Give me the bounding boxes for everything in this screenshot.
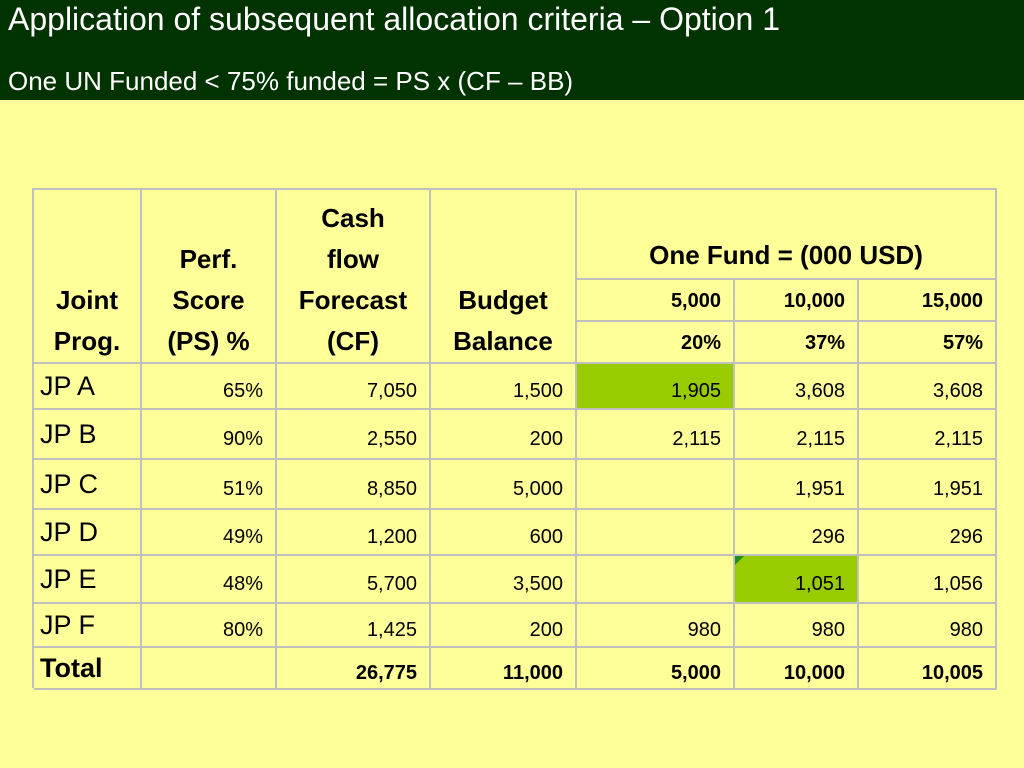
- row-name: JP F: [34, 604, 142, 648]
- total-cf: 26,775: [277, 648, 431, 690]
- total-label: Total: [34, 648, 142, 690]
- row-cf: 1,200: [277, 510, 431, 556]
- one-fund-label: One Fund = (000 USD): [649, 240, 923, 270]
- row-ps: 65%: [142, 364, 277, 410]
- row-bb: 200: [431, 604, 577, 648]
- fund-percent-3: 57%: [859, 322, 997, 364]
- row-cf: 5,700: [277, 556, 431, 604]
- fund-amount-1: 5,000: [577, 280, 735, 322]
- perf-score-header: Perf. Score (PS) %: [142, 190, 277, 364]
- row-name: JP B: [34, 410, 142, 460]
- joint-header-line: Joint: [55, 285, 119, 315]
- row-name: JP E: [34, 556, 142, 604]
- budget-header-line: Budget: [458, 285, 548, 315]
- prog-header-line: Prog.: [53, 326, 121, 356]
- balance-header-line: Balance: [453, 326, 553, 356]
- row-fund-2: 2,115: [735, 410, 859, 460]
- cf-header-line: (CF): [327, 326, 379, 356]
- row-ps: 48%: [142, 556, 277, 604]
- row-cf: 8,850: [277, 460, 431, 510]
- cash-flow-forecast-header: Cash flow Forecast (CF): [277, 190, 431, 364]
- row-fund-3: 296: [859, 510, 997, 556]
- row-fund-1: [577, 556, 735, 604]
- row-ps: 49%: [142, 510, 277, 556]
- allocation-table: Joint Prog. Perf. Score (PS) % Cash flow…: [32, 188, 997, 690]
- row-name: JP D: [34, 510, 142, 556]
- row-cf: 2,550: [277, 410, 431, 460]
- comment-indicator-icon: [735, 556, 744, 565]
- flow-header-line: flow: [327, 244, 379, 274]
- row-cf: 1,425: [277, 604, 431, 648]
- row-cf: 7,050: [277, 364, 431, 410]
- joint-prog-header: Joint Prog.: [34, 190, 142, 364]
- row-ps: 51%: [142, 460, 277, 510]
- slide-header: Application of subsequent allocation cri…: [0, 0, 1024, 100]
- row-ps: 90%: [142, 410, 277, 460]
- row-bb: 200: [431, 410, 577, 460]
- perf-header-line: Perf.: [179, 244, 238, 274]
- row-fund-1: 980: [577, 604, 735, 648]
- fund-amount-2: 10,000: [735, 280, 859, 322]
- row-bb: 3,500: [431, 556, 577, 604]
- row-fund-2: 3,608: [735, 364, 859, 410]
- fund-amount-3: 15,000: [859, 280, 997, 322]
- fund-percent-1: 20%: [577, 322, 735, 364]
- row-ps: 80%: [142, 604, 277, 648]
- total-fund-2: 10,000: [735, 648, 859, 690]
- row-fund-2-highlighted: 1,051: [735, 556, 859, 604]
- total-fund-1: 5,000: [577, 648, 735, 690]
- row-fund-1: 1,905: [577, 364, 735, 410]
- cash-header-line: Cash: [321, 203, 385, 233]
- row-fund-2: 1,051: [794, 572, 845, 595]
- row-fund-3: 3,608: [859, 364, 997, 410]
- row-fund-3: 2,115: [859, 410, 997, 460]
- row-fund-1: 2,115: [577, 410, 735, 460]
- row-name: JP C: [34, 460, 142, 510]
- forecast-header-line: Forecast: [298, 285, 408, 315]
- total-fund-3: 10,005: [859, 648, 997, 690]
- row-fund-3: 1,056: [859, 556, 997, 604]
- score-header-line: Score: [172, 285, 245, 315]
- row-bb: 5,000: [431, 460, 577, 510]
- total-ps: [142, 648, 277, 690]
- row-fund-3: 980: [859, 604, 997, 648]
- row-name: JP A: [34, 364, 142, 410]
- row-fund-1: [577, 460, 735, 510]
- row-bb: 1,500: [431, 364, 577, 410]
- row-bb: 600: [431, 510, 577, 556]
- budget-balance-header: Budget Balance: [431, 190, 577, 364]
- ps-header-line: (PS) %: [167, 326, 250, 356]
- row-fund-1: [577, 510, 735, 556]
- row-fund-2: 296: [735, 510, 859, 556]
- total-bb: 11,000: [431, 648, 577, 690]
- row-fund-2: 1,951: [735, 460, 859, 510]
- slide-subtitle: One UN Funded < 75% funded = PS x (CF – …: [8, 66, 574, 96]
- fund-percent-2: 37%: [735, 322, 859, 364]
- one-fund-header: One Fund = (000 USD): [577, 190, 997, 280]
- slide-title: Application of subsequent allocation cri…: [8, 1, 781, 37]
- row-fund-3: 1,951: [859, 460, 997, 510]
- row-fund-2: 980: [735, 604, 859, 648]
